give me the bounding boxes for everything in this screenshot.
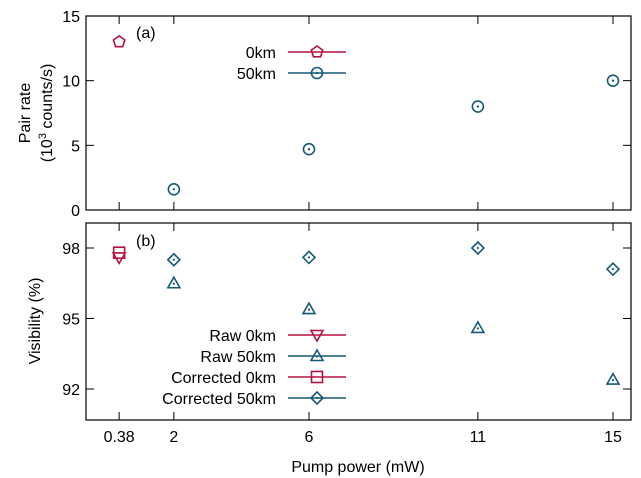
panel-b: 92 95 98 (b) Visibility (%) Raw 0km Raw 50k… — [27, 222, 632, 421]
y-tick-label: 10 — [62, 74, 80, 91]
data-point — [471, 100, 485, 113]
data-point — [166, 275, 182, 289]
data-point — [167, 183, 181, 196]
x-tick-label: 6 — [305, 429, 314, 446]
panel-a-x-ticks — [118, 16, 614, 210]
legend-marker — [310, 45, 324, 58]
legend-marker — [310, 66, 324, 80]
x-tick-label: 0.38 — [104, 429, 135, 446]
x-tick-label: 2 — [169, 429, 178, 446]
legend-label: 0km — [246, 45, 276, 62]
panel-b-x-ticks — [118, 223, 614, 420]
panel-a-ylabel-line1: Pair rate — [17, 83, 34, 144]
legend-entry: 50km — [237, 66, 346, 83]
legend-entry: Corrected 0km — [171, 370, 346, 387]
data-point — [605, 262, 621, 277]
legend-label: 50km — [237, 66, 276, 83]
panel-b-label: (b) — [136, 233, 156, 250]
x-tick-label: 15 — [604, 429, 622, 446]
data-point — [166, 252, 181, 267]
ylabel-base: (10 — [39, 139, 56, 162]
data-point — [301, 250, 317, 265]
x-tick-label: 11 — [470, 429, 487, 446]
legend-marker — [309, 329, 325, 343]
data-point — [112, 246, 126, 259]
panel-a-ylabel-line2: (103 counts/s) — [37, 64, 56, 163]
ylabel-superscript: 3 — [37, 133, 49, 139]
legend-entry: Raw 50km — [200, 348, 346, 366]
legend-marker — [309, 390, 325, 406]
y-tick-label: 98 — [62, 241, 80, 258]
panel-b-ylabel: Visibility (%) — [27, 278, 44, 365]
legend-marker — [310, 370, 324, 384]
y-tick-label: 95 — [62, 312, 80, 329]
legend-marker — [309, 348, 325, 362]
data-point — [470, 320, 486, 334]
data-point — [606, 74, 620, 87]
panel-b-points — [111, 240, 621, 385]
legend-label: Corrected 50km — [162, 391, 276, 408]
y-tick-label: 15 — [62, 9, 80, 26]
data-point — [302, 142, 316, 156]
legend-entry: Raw 0km — [209, 328, 346, 345]
data-point — [605, 371, 621, 385]
y-tick-label: 0 — [71, 203, 80, 220]
x-tick-labels: 0.38 2 6 11 15 — [104, 429, 622, 446]
legend-label: Corrected 0km — [171, 370, 276, 387]
legend-label: Raw 0km — [209, 328, 276, 345]
panel-b-y-ticks: 92 95 98 — [62, 241, 631, 399]
panel-a-frame — [85, 15, 632, 211]
x-axis-label: Pump power (mW) — [291, 459, 424, 476]
panel-b-legend: Raw 0km Raw 50km Corrected 0km Corrected 50… — [162, 328, 346, 408]
y-tick-label: 92 — [62, 382, 80, 399]
panel-a-y-ticks: 0 5 10 15 — [62, 9, 631, 220]
legend-entry: Corrected 50km — [162, 390, 346, 408]
panel-a-label: (a) — [136, 25, 156, 42]
data-point — [112, 34, 126, 48]
panel-a-points — [112, 34, 620, 196]
legend-label: Raw 50km — [200, 349, 276, 366]
y-tick-label: 5 — [71, 138, 80, 155]
legend-entry: 0km — [246, 45, 346, 62]
data-point — [470, 240, 486, 256]
panel-a-legend: 0km 50km — [237, 45, 346, 83]
ylabel-rest: counts/s) — [39, 64, 56, 133]
panel-b-frame — [85, 222, 632, 421]
data-point — [301, 301, 317, 315]
panel-a: 0 5 10 15 (a) Pair rate (103 counts/s) 0km 5… — [17, 9, 632, 220]
